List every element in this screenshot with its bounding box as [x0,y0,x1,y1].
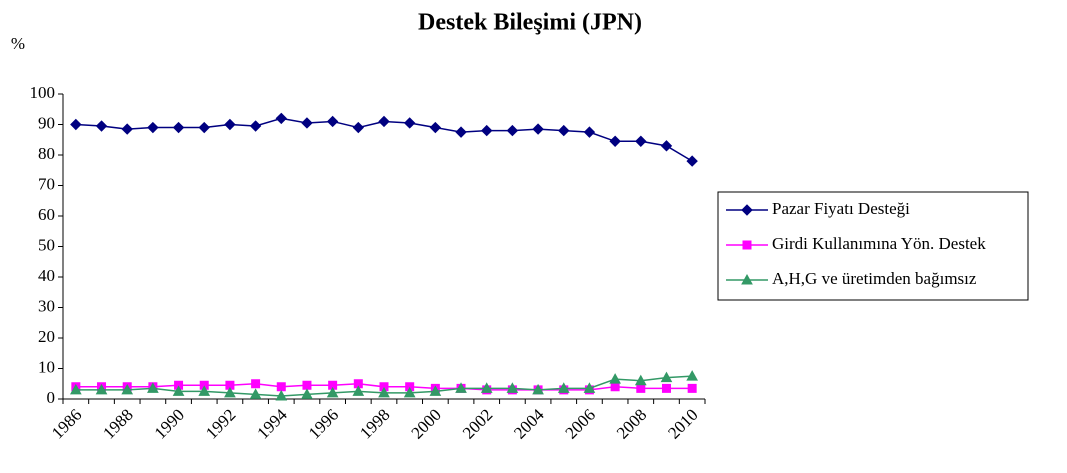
marker [276,382,286,392]
x-tick-label: 1996 [305,405,342,442]
y-tick-label: 40 [38,266,55,285]
marker [198,121,210,134]
marker [660,371,673,383]
marker [249,120,262,132]
marker [301,388,313,399]
marker [275,389,288,401]
y-axis-label: % [11,34,25,53]
marker [379,382,389,392]
marker [742,240,752,250]
marker [352,121,365,134]
y-tick-label: 100 [30,83,56,102]
y-tick-label: 70 [38,174,55,193]
marker [532,383,544,395]
marker [378,386,390,398]
marker [199,380,209,390]
legend-label: Girdi Kullanımına Yön. Destek [772,234,986,253]
marker [172,385,185,396]
x-tick-label: 2010 [664,405,701,442]
x-tick-label: 2002 [459,405,496,442]
x-tick-label: 2008 [613,405,650,442]
marker [275,112,287,125]
marker [634,374,647,386]
marker [741,204,753,216]
marker [403,117,416,129]
x-tick-label: 1990 [151,405,188,442]
x-tick-label: 1986 [48,405,85,442]
y-tick-label: 60 [38,205,55,224]
marker [405,382,415,392]
marker [225,380,235,390]
marker [70,118,82,131]
y-tick-label: 20 [38,327,55,346]
marker [741,273,753,285]
marker [95,120,108,132]
marker [455,382,467,393]
marker [583,382,596,393]
y-tick-label: 10 [38,357,55,376]
marker [353,379,363,389]
y-tick-label: 90 [38,113,55,132]
marker [660,140,673,152]
marker [147,121,159,134]
legend-label: A,H,G ve üretimden bağımsız [772,269,977,288]
marker [583,126,596,138]
chart-title: Destek Bileşimi (JPN) [418,10,642,36]
x-tick-label: 2006 [562,405,599,442]
x-tick-label: 1992 [202,405,239,442]
marker [301,117,313,129]
y-tick-label: 30 [38,296,55,315]
x-tick-label: 1988 [99,405,136,442]
marker [251,379,261,389]
marker [558,124,570,137]
marker [352,385,365,396]
marker [224,118,236,131]
x-tick-label: 2004 [510,405,548,443]
marker [610,382,620,392]
y-tick-label: 0 [47,388,56,407]
x-tick-label: 2000 [407,405,444,442]
marker [249,388,262,399]
marker [635,135,647,147]
marker [506,382,519,393]
marker [481,124,493,137]
marker [609,373,621,384]
x-tick-label: 1998 [356,405,393,442]
marker [686,155,698,167]
marker [174,380,184,390]
marker [172,121,185,134]
marker [326,386,339,398]
legend-label: Pazar Fiyatı Desteği [772,199,910,218]
marker [455,126,467,138]
legend-box [717,191,1029,301]
marker [224,386,236,398]
marker [147,382,159,393]
marker [198,385,211,396]
marker [661,383,671,393]
marker [429,121,442,134]
marker [609,135,621,147]
marker [636,383,646,393]
marker [328,380,338,390]
marker [429,385,442,396]
marker [687,383,697,393]
y-tick-label: 50 [38,235,55,254]
marker [121,383,134,395]
marker [403,386,416,398]
marker [95,383,108,395]
y-tick-label: 80 [38,144,55,163]
marker [302,380,312,390]
x-tick-label: 1994 [253,405,291,443]
marker [532,123,544,135]
marker [326,115,339,128]
marker [480,382,493,393]
marker [686,370,699,381]
marker [69,383,82,395]
marker [378,115,390,128]
marker [121,123,133,135]
marker [506,124,519,137]
marker [557,382,570,393]
